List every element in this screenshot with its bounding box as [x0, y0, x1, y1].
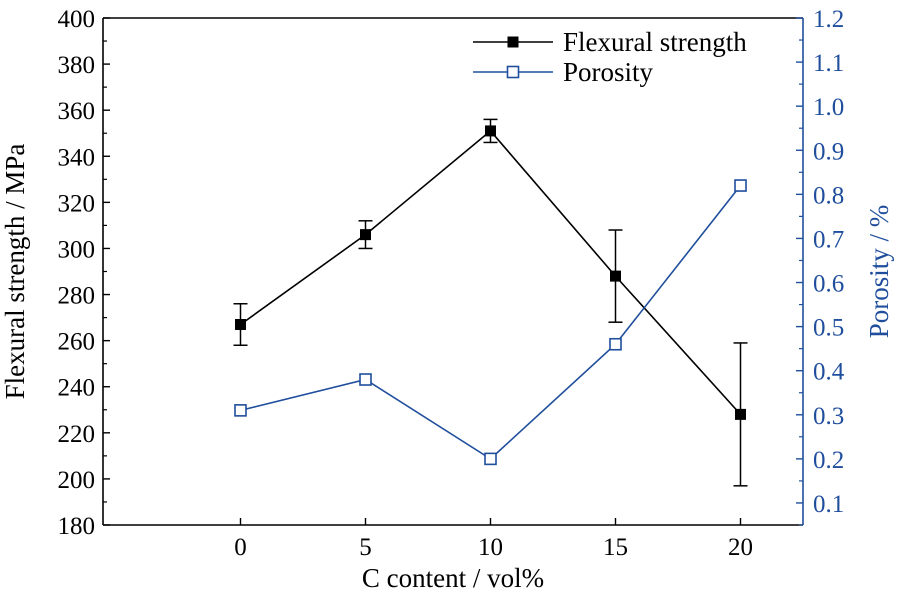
flexural-strength-line [240, 129, 742, 415]
axes-layer: 0 5 10 15 20 180 200 220 240 260 280 300 320 340 360 38… [58, 6, 845, 561]
right-y-tick-label: 1.0 [813, 94, 844, 121]
right-y-tick-label: 0.6 [813, 271, 844, 298]
right-y-tick-label: 0.1 [813, 491, 844, 518]
legend-porosity-marker [506, 65, 520, 79]
left-y-tick-label: 400 [58, 6, 96, 33]
x-tick-label: 0 [234, 534, 247, 561]
left-y-tick-label: 240 [58, 375, 96, 402]
left-y-axis-title: Flexural strength / MPa [0, 144, 30, 400]
series-layer [233, 118, 748, 487]
x-tick-label: 15 [603, 534, 628, 561]
left-y-tick-label: 340 [58, 144, 96, 171]
left-y-tick-label: 180 [58, 513, 96, 540]
porosity-point [359, 373, 372, 386]
legend-flexural-label: Flexural strength [563, 27, 747, 57]
legend-flexural-marker [507, 36, 519, 48]
right-y-tick-label: 0.7 [813, 226, 844, 253]
x-axis-title: C content / vol% [362, 563, 544, 593]
x-tick-label: 20 [728, 534, 753, 561]
right-y-tick-label: 0.9 [813, 138, 844, 165]
flexural-strength-point [610, 270, 621, 282]
left-y-tick-label: 220 [58, 421, 96, 448]
left-y-tick-label: 380 [58, 52, 96, 79]
porosity-point [734, 179, 747, 192]
porosity-point [234, 404, 247, 417]
right-y-tick-label: 1.1 [813, 50, 844, 77]
porosity-point [609, 337, 622, 351]
left-y-tick-label: 200 [58, 467, 96, 494]
right-y-axis-title: Porosity / % [864, 205, 894, 339]
flexural-strength-point [360, 229, 371, 241]
right-y-tick-label: 0.3 [813, 403, 844, 430]
right-y-tick-label: 0.8 [813, 182, 844, 209]
right-y-tick-label: 0.5 [813, 315, 844, 342]
left-y-tick-label: 280 [58, 283, 96, 310]
flexural-strength-point [485, 125, 496, 137]
legend-porosity-label: Porosity [563, 57, 654, 87]
right-y-tick-label: 1.2 [813, 6, 844, 33]
left-y-tick-label: 320 [58, 190, 96, 217]
x-tick-label: 5 [359, 534, 372, 561]
left-y-tick-label: 300 [58, 236, 96, 263]
right-y-tick-label: 0.4 [813, 359, 845, 386]
porosity-line [240, 185, 742, 460]
porosity-point [484, 452, 497, 466]
right-y-tick-label: 0.2 [813, 447, 844, 474]
left-y-tick-label: 260 [58, 329, 96, 356]
flexural-strength-point [235, 319, 246, 331]
left-y-tick-label: 360 [58, 98, 96, 125]
flexural-strength-point [735, 408, 746, 420]
x-tick-label: 10 [478, 534, 503, 561]
